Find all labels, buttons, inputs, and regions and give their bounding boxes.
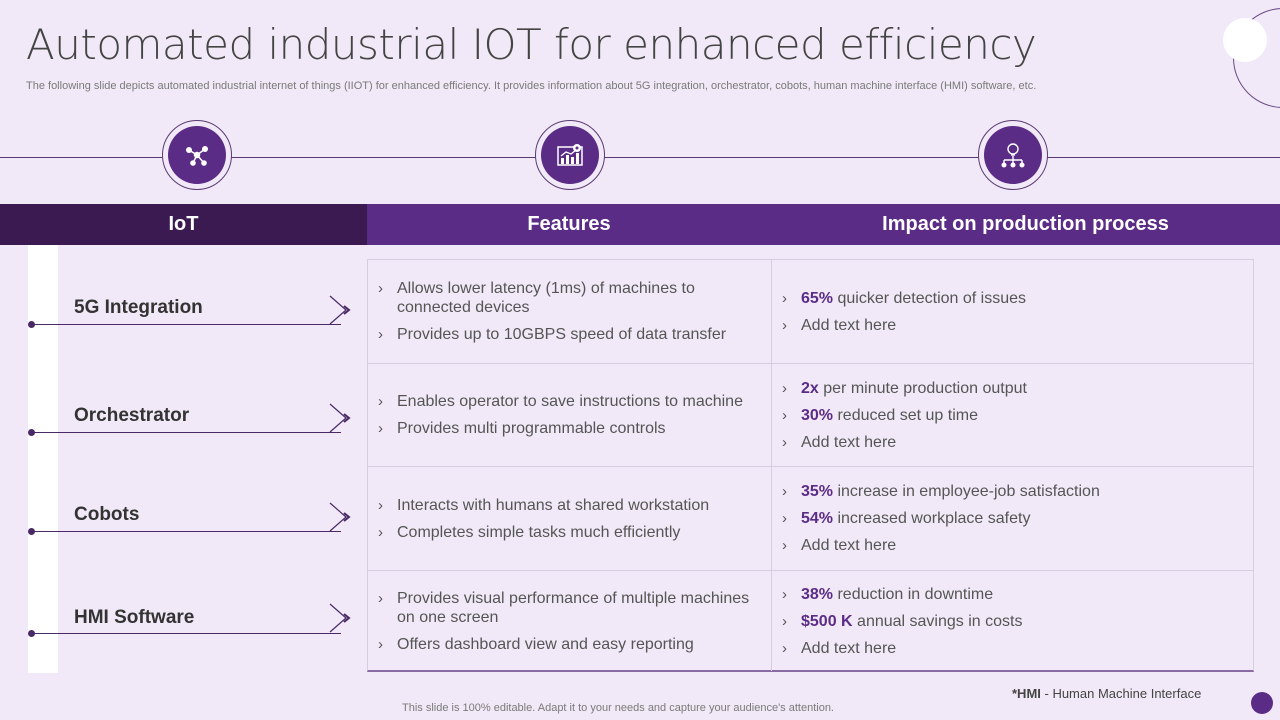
feature-item: › Offers dashboard view and easy reportin…: [378, 635, 694, 653]
bullet-chevron-icon: ›: [782, 537, 787, 554]
bullet-chevron-icon: ›: [378, 496, 383, 514]
label-underline: [31, 432, 341, 433]
row-label-5g-integration: 5G Integration: [74, 297, 203, 318]
corner-dot: [1251, 692, 1273, 714]
impact-cell: › 38% reduction in downtime › $500 K annua…: [772, 571, 1254, 671]
impact-item: › Add text here: [782, 639, 897, 657]
label-bullet-dot: [28, 429, 35, 436]
bullet-chevron-icon: ›: [378, 393, 383, 410]
bulb-hierarchy-icon: [1001, 143, 1025, 168]
slide-title: Automated industrial IOT for enhanced ef…: [26, 20, 1037, 69]
label-bullet-dot: [28, 528, 35, 535]
label-strip: [28, 245, 58, 673]
impact-cell: › 65% quicker detection of issues › Add te…: [772, 260, 1254, 363]
impact-item: › Add text here: [782, 433, 897, 451]
feature-item: › Provides up to 10GBPS speed of data tra…: [378, 326, 727, 343]
slide-subtitle: The following slide depicts automated in…: [26, 80, 1037, 92]
impact-item: › Add text here: [782, 316, 897, 334]
bullet-chevron-icon: ›: [782, 316, 787, 334]
bullet-chevron-icon: ›: [782, 433, 787, 451]
features-impact-table: › Allows lower latency (1ms) of machines …: [367, 259, 1254, 672]
bullet-chevron-icon: ›: [378, 420, 383, 437]
bullet-chevron-icon: ›: [782, 510, 787, 527]
bullet-chevron-icon: ›: [782, 406, 787, 424]
bullet-chevron-icon: ›: [782, 612, 787, 630]
feature-item: › Provides multi programmable controls: [378, 420, 666, 437]
network-icon-badge: [162, 120, 232, 190]
label-underline: [31, 531, 341, 532]
label-bullet-dot: [28, 321, 35, 328]
feature-item: › Enables operator to save instructions t…: [378, 393, 743, 410]
features-cell: › Interacts with humans at shared worksta…: [368, 467, 772, 570]
bullet-chevron-icon: ›: [378, 523, 383, 541]
bottom-note: This slide is 100% editable. Adapt it to…: [402, 702, 834, 714]
impact-cell: › 2x per minute production output › 30% re…: [772, 364, 1254, 466]
footnote-abbr: *HMI: [1012, 686, 1041, 701]
chevron-right-icon: [329, 502, 351, 532]
bulb-hierarchy-icon-badge: [978, 120, 1048, 190]
bullet-chevron-icon: ›: [782, 379, 787, 397]
chart-gear-icon: [557, 144, 583, 166]
feature-item: › Allows lower latency (1ms) of machines …: [378, 280, 695, 316]
impact-item: › 30% reduced set up time: [782, 406, 978, 424]
impact-item: › Add text here: [782, 537, 897, 554]
chevron-right-icon: [329, 603, 351, 633]
footnote: *HMI - Human Machine Interface: [1012, 686, 1201, 701]
icon-connector-line: [0, 157, 1280, 158]
impact-item: › 65% quicker detection of issues: [782, 289, 1027, 307]
features-cell: › Allows lower latency (1ms) of machines …: [368, 260, 772, 363]
impact-item: › 35% increase in employee-job satisfacti…: [782, 483, 1100, 500]
impact-cell: › 35% increase in employee-job satisfacti…: [772, 467, 1254, 570]
feature-item: › Provides visual performance of multiple…: [378, 589, 750, 626]
label-bullet-dot: [28, 630, 35, 637]
decorative-dot: [1223, 18, 1267, 62]
network-icon: [186, 146, 208, 166]
row-divider: [368, 466, 1253, 467]
impact-item: › 54% increased workplace safety: [782, 510, 1031, 527]
row-label-hmi-software: HMI Software: [74, 607, 195, 628]
row-label-cobots: Cobots: [74, 504, 140, 525]
label-underline: [31, 324, 341, 325]
bullet-chevron-icon: ›: [378, 326, 383, 343]
row-label-orchestrator: Orchestrator: [74, 405, 190, 426]
chevron-right-icon: [329, 403, 351, 433]
column-header-impact: Impact on production process: [771, 204, 1280, 245]
bullet-chevron-icon: ›: [782, 483, 787, 500]
column-header-iot: IoT: [0, 204, 367, 245]
impact-item: › 2x per minute production output: [782, 379, 1027, 397]
bullet-chevron-icon: ›: [378, 280, 383, 297]
row-divider: [368, 570, 1253, 571]
bullet-chevron-icon: ›: [378, 635, 383, 653]
label-underline: [31, 633, 341, 634]
chart-gear-icon-badge: [535, 120, 605, 190]
footnote-text: - Human Machine Interface: [1040, 686, 1202, 701]
bullet-chevron-icon: ›: [782, 585, 787, 603]
column-header-features: Features: [367, 204, 771, 245]
bullet-chevron-icon: ›: [378, 589, 383, 607]
feature-item: › Interacts with humans at shared worksta…: [378, 496, 710, 514]
bullet-chevron-icon: ›: [782, 639, 787, 657]
features-cell: › Enables operator to save instructions t…: [368, 364, 772, 466]
impact-item: › $500 K annual savings in costs: [782, 612, 1023, 630]
row-divider: [368, 363, 1253, 364]
impact-item: › 38% reduction in downtime: [782, 585, 994, 603]
feature-item: › Completes simple tasks much efficiently: [378, 523, 681, 541]
chevron-right-icon: [329, 295, 351, 325]
features-cell: › Provides visual performance of multiple…: [368, 571, 772, 671]
bullet-chevron-icon: ›: [782, 289, 787, 307]
